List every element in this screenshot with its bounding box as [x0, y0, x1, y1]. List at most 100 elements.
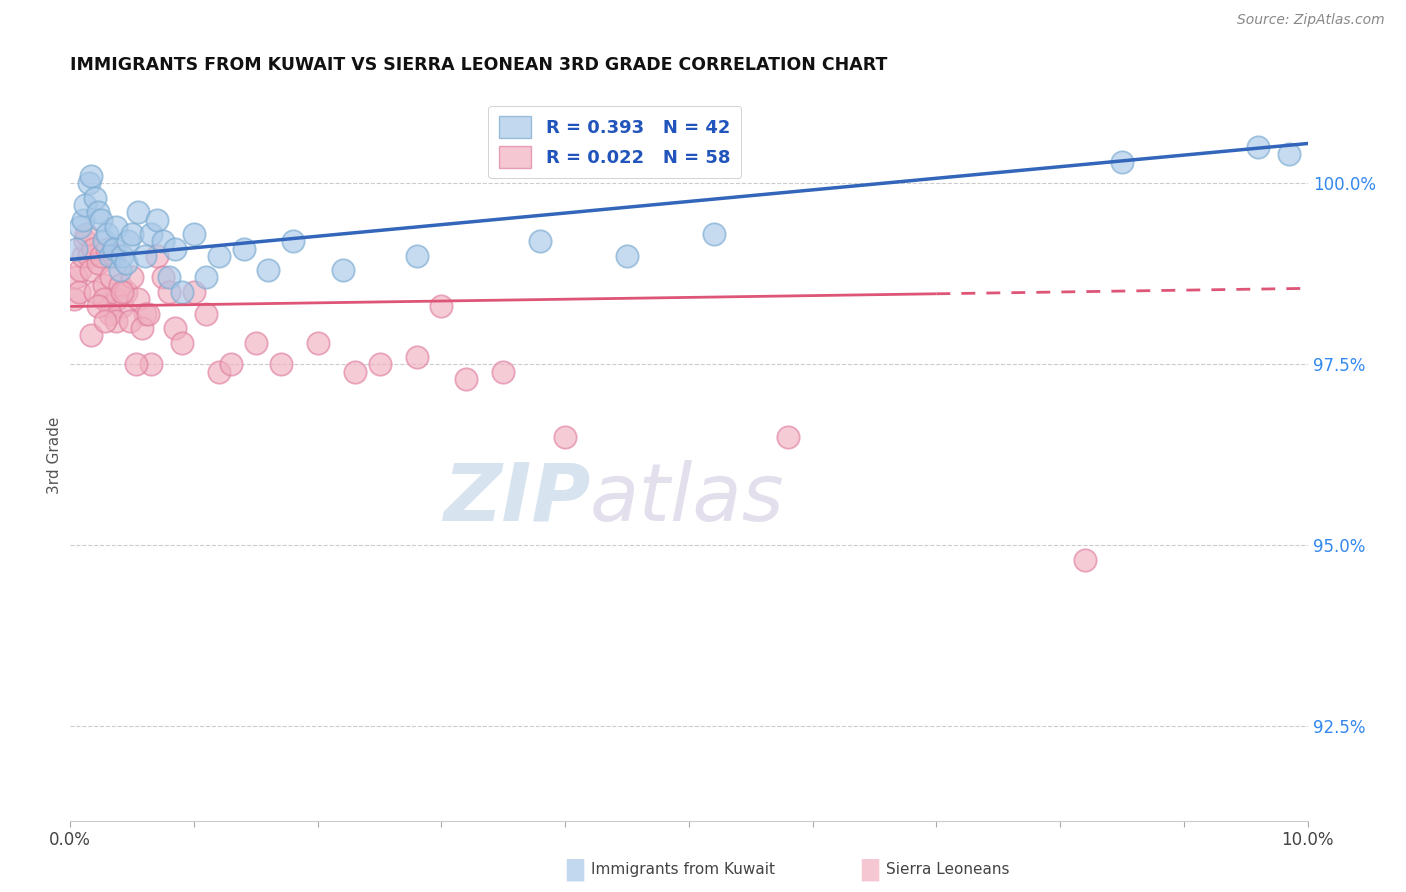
- Point: [146, 212, 169, 227]
- Point: [232, 242, 254, 256]
- Point: [131, 321, 153, 335]
- Point: [96, 242, 118, 256]
- Point: [430, 300, 453, 314]
- Point: [307, 335, 329, 350]
- Point: [69, 263, 91, 277]
- Point: [139, 227, 162, 241]
- Point: [134, 249, 156, 263]
- Point: [75, 198, 97, 212]
- Point: [270, 358, 292, 372]
- Text: █: █: [567, 858, 583, 881]
- Point: [554, 430, 576, 444]
- Point: [405, 249, 427, 263]
- Point: [1247, 140, 1270, 154]
- Point: [86, 300, 108, 314]
- Text: Sierra Leoneans: Sierra Leoneans: [886, 863, 1010, 877]
- Point: [152, 234, 174, 248]
- Point: [82, 242, 104, 256]
- Point: [105, 292, 128, 306]
- Point: [111, 249, 134, 263]
- Point: [492, 365, 515, 379]
- Point: [93, 234, 115, 248]
- Point: [257, 263, 280, 277]
- Point: [1111, 154, 1133, 169]
- Point: [77, 249, 100, 263]
- Point: [93, 277, 115, 292]
- Point: [100, 270, 122, 285]
- Point: [65, 270, 87, 285]
- Point: [776, 430, 799, 444]
- Point: [115, 285, 138, 299]
- Point: [96, 227, 118, 241]
- Point: [69, 219, 91, 234]
- Point: [146, 249, 169, 263]
- Point: [75, 234, 97, 248]
- Point: [125, 358, 148, 372]
- Point: [86, 205, 108, 219]
- Point: [343, 365, 366, 379]
- Text: atlas: atlas: [591, 459, 785, 538]
- Point: [134, 307, 156, 321]
- Point: [108, 277, 131, 292]
- Point: [72, 212, 94, 227]
- Point: [208, 249, 231, 263]
- Point: [281, 234, 304, 248]
- Point: [90, 212, 112, 227]
- Point: [94, 314, 117, 328]
- Point: [183, 285, 205, 299]
- Text: █: █: [862, 858, 879, 881]
- Text: Immigrants from Kuwait: Immigrants from Kuwait: [591, 863, 775, 877]
- Point: [115, 256, 138, 270]
- Point: [75, 227, 97, 241]
- Text: IMMIGRANTS FROM KUWAIT VS SIERRA LEONEAN 3RD GRADE CORRELATION CHART: IMMIGRANTS FROM KUWAIT VS SIERRA LEONEAN…: [70, 56, 887, 74]
- Point: [165, 321, 187, 335]
- Point: [77, 177, 100, 191]
- Point: [703, 227, 725, 241]
- Point: [105, 314, 128, 328]
- Y-axis label: 3rd Grade: 3rd Grade: [46, 417, 62, 493]
- Point: [127, 205, 149, 219]
- Point: [98, 249, 121, 263]
- Point: [121, 227, 143, 241]
- Point: [98, 307, 121, 321]
- Point: [80, 328, 103, 343]
- Point: [103, 242, 125, 256]
- Point: [219, 358, 242, 372]
- Point: [1278, 147, 1301, 161]
- Point: [63, 292, 86, 306]
- Point: [332, 263, 354, 277]
- Point: [139, 358, 162, 372]
- Point: [136, 307, 159, 321]
- Point: [1074, 553, 1097, 567]
- Point: [195, 270, 218, 285]
- Point: [405, 350, 427, 364]
- Point: [529, 234, 551, 248]
- Point: [157, 285, 180, 299]
- Point: [118, 314, 141, 328]
- Point: [456, 372, 478, 386]
- Point: [157, 270, 180, 285]
- Point: [67, 285, 90, 299]
- Point: [111, 285, 134, 299]
- Point: [72, 249, 94, 263]
- Text: Source: ZipAtlas.com: Source: ZipAtlas.com: [1237, 13, 1385, 28]
- Point: [84, 191, 107, 205]
- Point: [86, 256, 108, 270]
- Point: [117, 234, 139, 248]
- Point: [108, 263, 131, 277]
- Point: [170, 285, 193, 299]
- Point: [165, 242, 187, 256]
- Point: [245, 335, 267, 350]
- Point: [84, 285, 107, 299]
- Point: [121, 270, 143, 285]
- Point: [98, 300, 121, 314]
- Point: [93, 292, 115, 306]
- Point: [90, 249, 112, 263]
- Point: [127, 292, 149, 306]
- Point: [65, 242, 87, 256]
- Text: ZIP: ZIP: [443, 459, 591, 538]
- Point: [152, 270, 174, 285]
- Point: [80, 169, 103, 183]
- Point: [183, 227, 205, 241]
- Point: [105, 219, 128, 234]
